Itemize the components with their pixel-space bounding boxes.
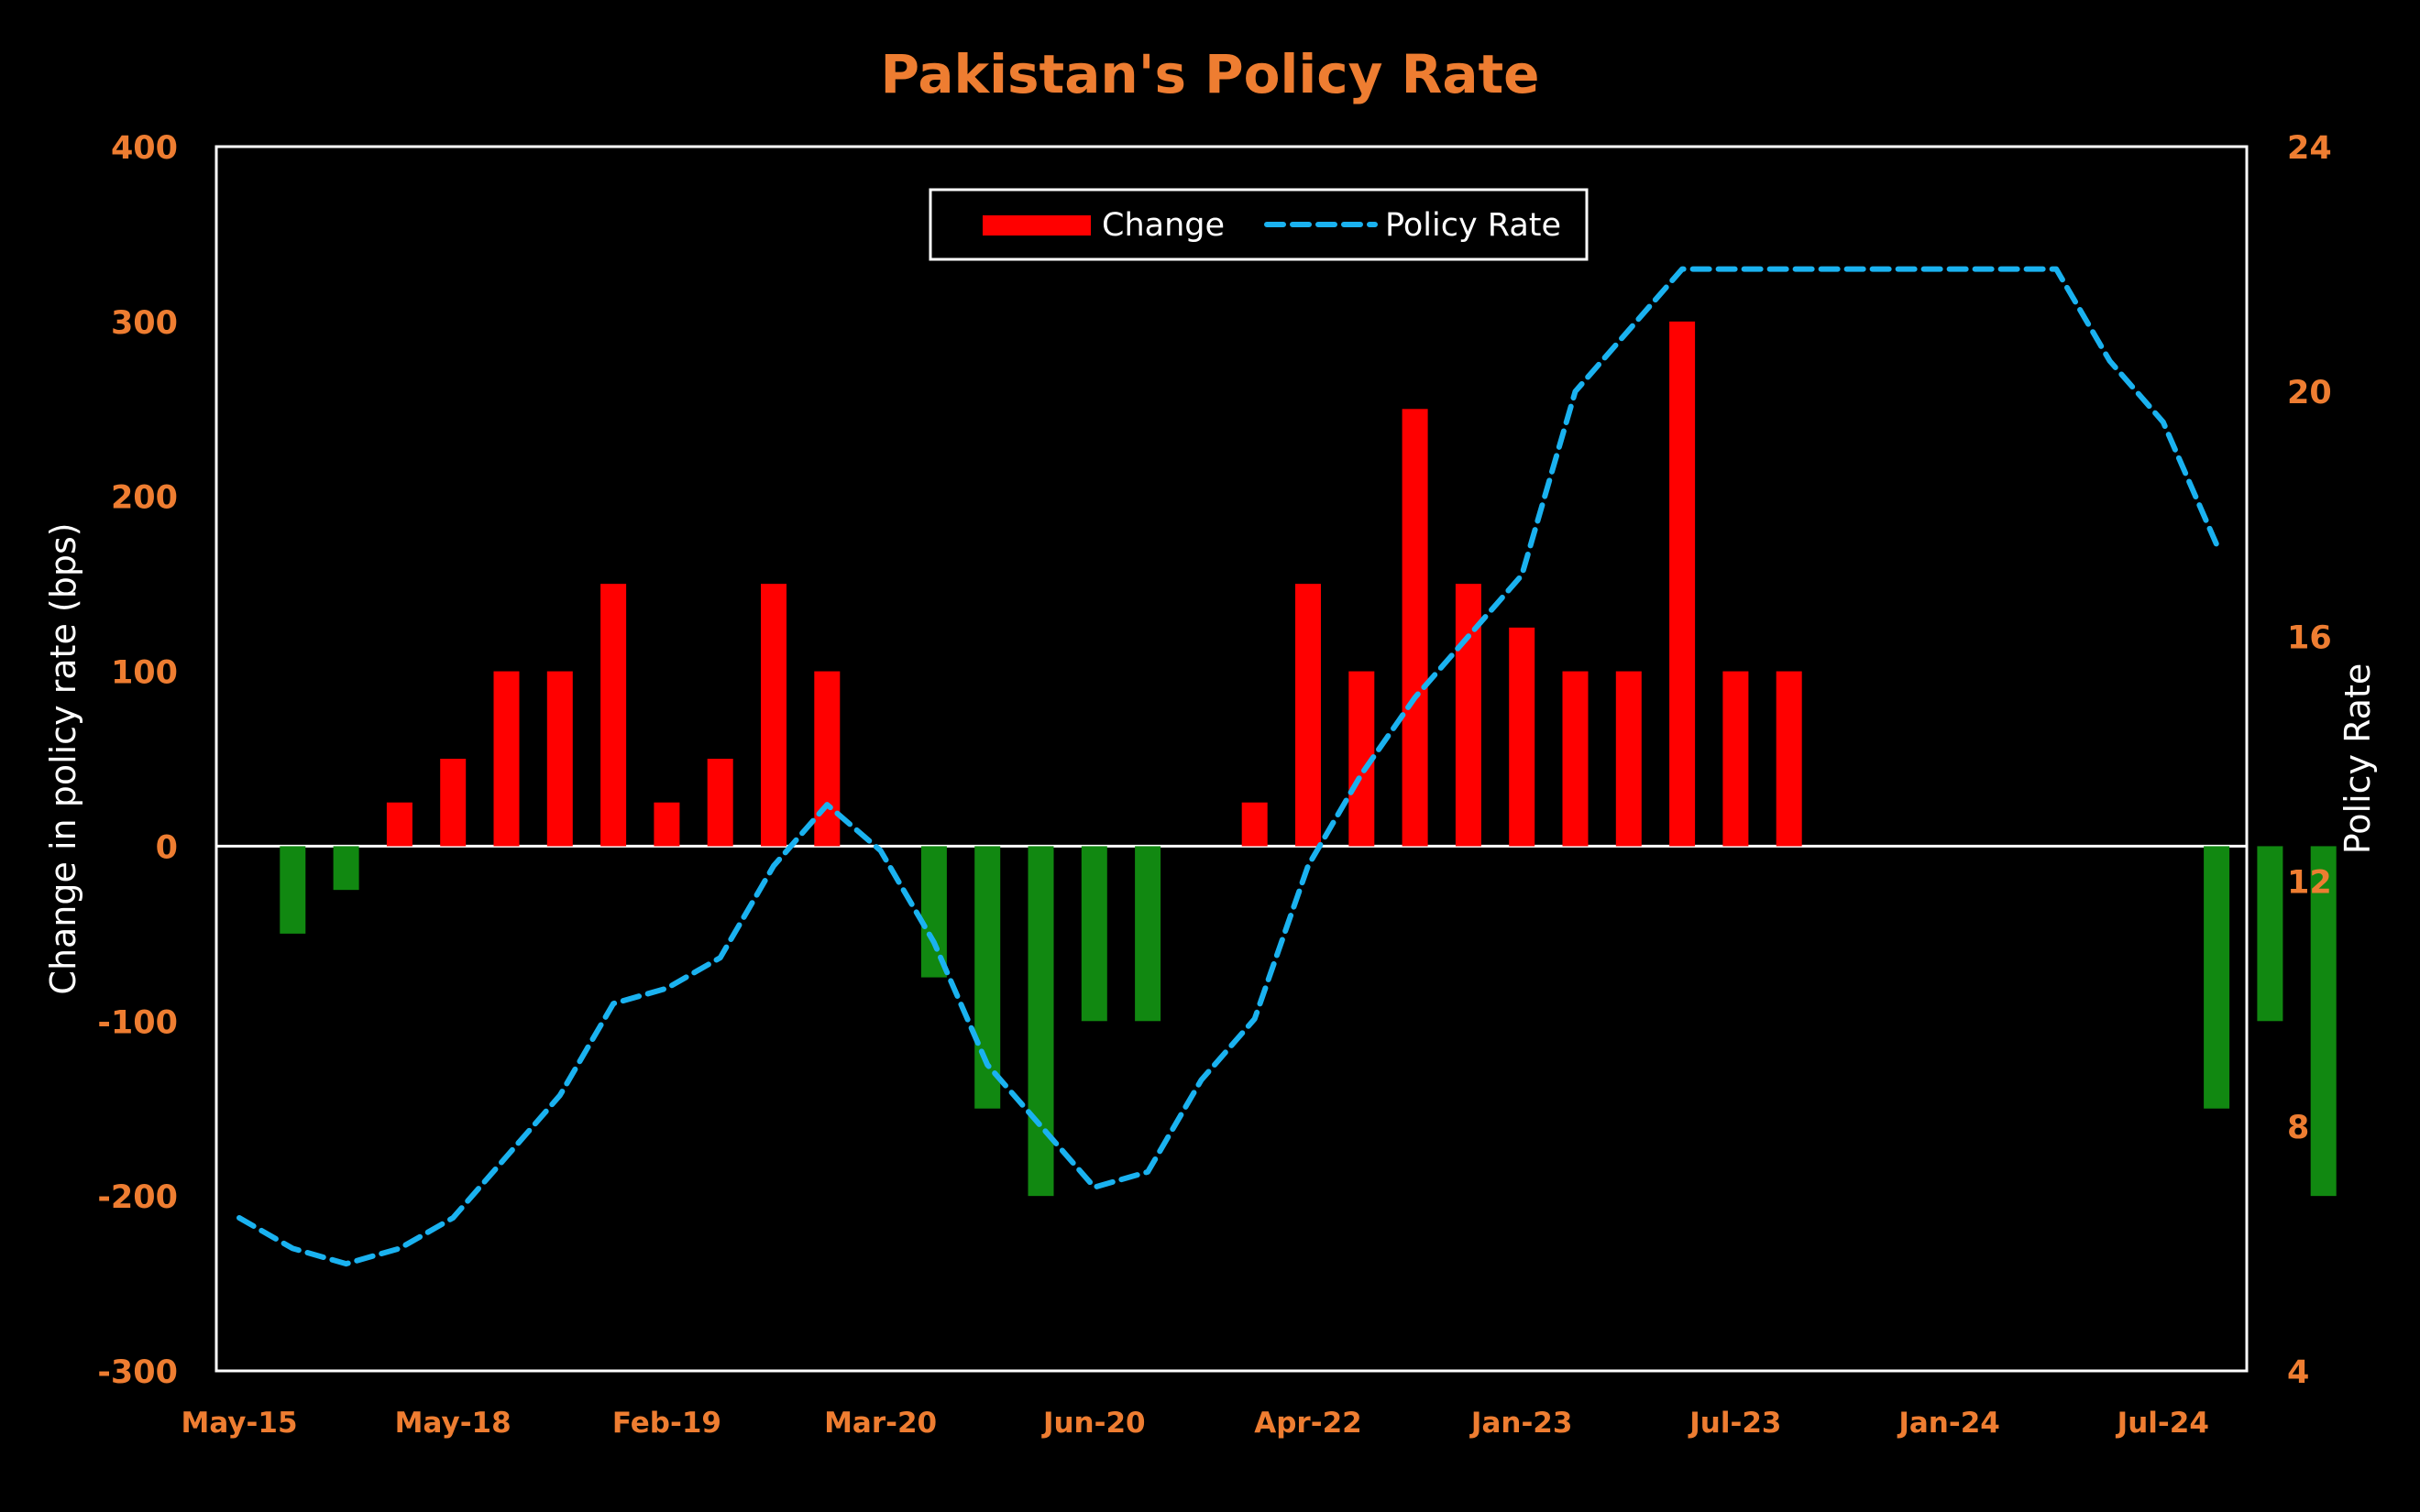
left-axis-tick-label: 200 — [111, 480, 178, 517]
change-bar — [1615, 671, 1642, 847]
left-axis-title: Change in policy rate (bps) — [43, 522, 83, 994]
right-axis-ticks: 24 20 16 12 8 4 — [2287, 130, 2332, 1391]
change-bar — [761, 584, 786, 847]
change-bar — [440, 759, 467, 847]
change-bar — [1295, 584, 1321, 847]
change-bar — [1669, 321, 1696, 847]
x-axis-tick-label: Feb-19 — [612, 1407, 721, 1440]
change-bar — [2204, 846, 2230, 1109]
change-bar — [1135, 846, 1161, 1022]
change-bar — [1028, 846, 1054, 1197]
left-axis-tick-label: 0 — [156, 829, 178, 866]
right-axis-tick-label: 20 — [2287, 375, 2332, 411]
change-bar — [1081, 846, 1107, 1022]
legend-change-swatch — [983, 215, 1091, 236]
legend: Change Policy Rate — [929, 188, 1589, 261]
left-axis-tick-label: 400 — [111, 130, 178, 167]
change-bar — [974, 846, 1001, 1109]
change-bar — [1562, 671, 1589, 847]
left-axis-tick-label: -200 — [97, 1179, 178, 1216]
change-bar — [546, 671, 573, 847]
change-bar — [2310, 846, 2337, 1197]
change-bars — [280, 321, 2337, 1197]
legend-policy-rate-label: Policy Rate — [1385, 207, 1561, 244]
x-axis-tick-label: May-18 — [395, 1407, 512, 1440]
change-bar — [2257, 846, 2283, 1022]
x-axis-tick-label: May-15 — [181, 1407, 297, 1440]
change-bar — [814, 671, 841, 847]
left-axis-tick-label: -300 — [97, 1354, 178, 1391]
change-bar — [386, 802, 412, 847]
x-axis-tick-label: Jul-24 — [2116, 1407, 2209, 1440]
right-axis-tick-label: 8 — [2287, 1110, 2309, 1146]
x-axis-tick-label: Jun-20 — [1041, 1407, 1146, 1440]
x-axis-tick-label: Apr-22 — [1254, 1407, 1361, 1440]
right-axis-title: Policy Rate — [2338, 663, 2378, 855]
change-bar — [707, 759, 733, 847]
left-axis-tick-label: -100 — [97, 1004, 178, 1041]
right-axis-tick-label: 24 — [2287, 130, 2332, 167]
change-bar — [493, 671, 520, 847]
x-axis-tick-label: Jul-23 — [1688, 1407, 1781, 1440]
x-axis-tick-label: Jan-24 — [1897, 1407, 2000, 1440]
x-axis-tick-label: Jan-23 — [1469, 1407, 1573, 1440]
left-axis-tick-label: 300 — [111, 305, 178, 342]
change-bar — [1402, 409, 1428, 847]
policy-rate-line — [236, 266, 2220, 1267]
change-bar — [654, 802, 680, 847]
x-axis-tick-label: Mar-20 — [824, 1407, 937, 1440]
x-axis-ticks: May-15 May-18 Feb-19 Mar-20 Jun-20 Apr-22 Jan-… — [181, 1407, 2208, 1440]
change-bar — [920, 846, 947, 978]
change-bar — [280, 846, 306, 934]
plot-frame — [214, 145, 2249, 1373]
legend-change-label: Change — [1102, 207, 1225, 244]
change-bar — [1241, 802, 1268, 847]
right-axis-tick-label: 12 — [2287, 865, 2332, 902]
right-axis-tick-label: 4 — [2287, 1354, 2309, 1391]
change-bar — [1509, 627, 1535, 847]
left-axis-tick-label: 100 — [111, 655, 178, 692]
change-bar — [333, 846, 359, 891]
change-bar — [1722, 671, 1749, 847]
chart-title: Pakistan's Policy Rate — [880, 43, 1539, 105]
right-axis-tick-label: 16 — [2287, 619, 2332, 656]
left-axis-ticks: 400 300 200 100 0 -100 -200 -300 — [97, 130, 178, 1391]
change-bar — [1776, 671, 1802, 847]
change-bar — [600, 584, 627, 847]
